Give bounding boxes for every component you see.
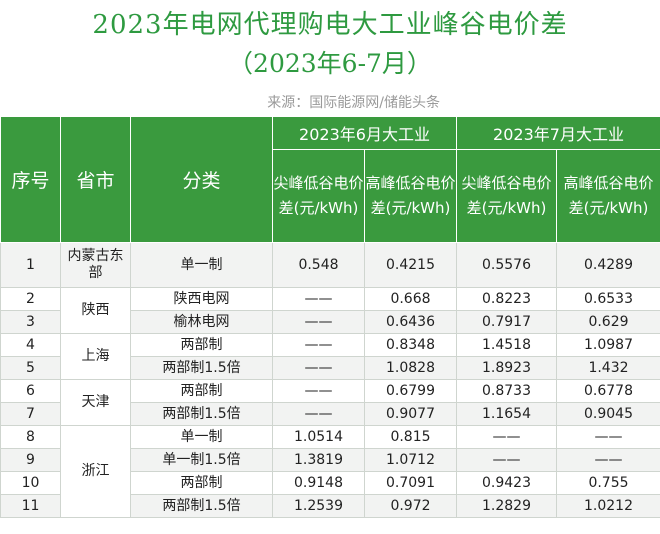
table-row: 8 浙江 单一制 1.0514 0.815 —— —— — [0, 425, 660, 518]
page-title: 2023年电网代理购电大工业峰谷电价差 — [92, 10, 568, 40]
cell-category: 两部制1.5倍 — [130, 356, 273, 380]
cell-jul-high: 0.4289 — [556, 242, 660, 288]
cell-jun-peak: —— — [272, 287, 365, 311]
cell-jul-high: 0.755 — [556, 471, 660, 495]
header-july-high-valley: 高峰低谷电价差(元/kWh) — [556, 149, 660, 243]
cell-jul-peak: 0.5576 — [456, 242, 557, 288]
header-june-peak-valley: 尖峰低谷电价差(元/kWh) — [272, 149, 365, 243]
cell-seq: 8 — [0, 425, 61, 449]
cell-province: 天津 — [60, 379, 131, 426]
table-row: 10 两部制 0.9148 0.7091 0.9423 0.755 — [0, 471, 660, 495]
cell-seq: 9 — [0, 448, 61, 472]
cell-seq: 5 — [0, 356, 61, 380]
table-row: 6 天津 两部制 —— 0.6799 0.8733 0.6778 — [0, 379, 660, 426]
cell-jun-peak: —— — [272, 310, 365, 334]
cell-jul-peak: 0.7917 — [456, 310, 557, 334]
header-seq: 序号 — [0, 116, 61, 243]
cell-category: 单一制 — [130, 242, 273, 288]
cell-jun-high: 0.4215 — [364, 242, 457, 288]
cell-jul-peak: 0.8733 — [456, 379, 557, 403]
cell-jul-high: —— — [556, 425, 660, 449]
cell-jun-high: 0.9077 — [364, 402, 457, 426]
cell-jul-high: 0.9045 — [556, 402, 660, 426]
cell-category: 榆林电网 — [130, 310, 273, 334]
header-category: 分类 — [130, 116, 273, 243]
cell-province: 上海 — [60, 333, 131, 380]
cell-jun-peak: —— — [272, 402, 365, 426]
source-note: 来源：国际能源网/储能头条 — [267, 95, 440, 111]
cell-jul-high: 1.0987 — [556, 333, 660, 357]
cell-seq: 1 — [0, 242, 61, 288]
cell-jul-peak: 1.1654 — [456, 402, 557, 426]
page-subtitle: （2023年6-7月） — [228, 49, 432, 78]
cell-category: 陕西电网 — [130, 287, 273, 311]
cell-jun-high: 0.972 — [364, 494, 457, 518]
cell-category: 两部制 — [130, 333, 273, 357]
cell-jun-high: 0.815 — [364, 425, 457, 449]
cell-jul-high: 1.432 — [556, 356, 660, 380]
cell-seq: 3 — [0, 310, 61, 334]
table-row: 1 内蒙古东部 单一制 0.548 0.4215 0.5576 0.4289 — [0, 242, 660, 288]
table-row: 9 单一制1.5倍 1.3819 1.0712 —— —— — [0, 448, 660, 472]
cell-jun-peak: 0.548 — [272, 242, 365, 288]
cell-jun-high: 1.0828 — [364, 356, 457, 380]
cell-seq: 7 — [0, 402, 61, 426]
cell-category: 两部制 — [130, 471, 273, 495]
cell-jun-peak: 1.0514 — [272, 425, 365, 449]
cell-jul-high: 0.629 — [556, 310, 660, 334]
cell-jun-peak: 1.3819 — [272, 448, 365, 472]
cell-jul-peak: 1.2829 — [456, 494, 557, 518]
price-diff-table: 序号 省市 分类 2023年6月大工业 2023年7月大工业 尖峰低谷电价差(元… — [0, 116, 660, 518]
cell-category: 两部制 — [130, 379, 273, 403]
cell-seq: 10 — [0, 471, 61, 495]
cell-province: 浙江 — [60, 425, 131, 518]
cell-category: 两部制1.5倍 — [130, 494, 273, 518]
cell-jun-high: 1.0712 — [364, 448, 457, 472]
cell-province: 陕西 — [60, 287, 131, 334]
table-row: 2 陕西 陕西电网 —— 0.668 0.8223 0.6533 — [0, 287, 660, 334]
table-row: 7 两部制1.5倍 —— 0.9077 1.1654 0.9045 — [0, 402, 660, 426]
cell-jun-peak: 0.9148 — [272, 471, 365, 495]
table-row: 4 上海 两部制 —— 0.8348 1.4518 1.0987 — [0, 333, 660, 380]
cell-province: 内蒙古东部 — [60, 242, 131, 288]
cell-seq: 2 — [0, 287, 61, 311]
cell-category: 两部制1.5倍 — [130, 402, 273, 426]
header-province: 省市 — [60, 116, 131, 243]
cell-jun-peak: 1.2539 — [272, 494, 365, 518]
table-row: 5 两部制1.5倍 —— 1.0828 1.8923 1.432 — [0, 356, 660, 380]
header-june: 2023年6月大工业 — [272, 116, 457, 150]
cell-jun-high: 0.6799 — [364, 379, 457, 403]
cell-jul-high: 1.0212 — [556, 494, 660, 518]
table-row: 3 榆林电网 —— 0.6436 0.7917 0.629 — [0, 310, 660, 334]
cell-jun-high: 0.668 — [364, 287, 457, 311]
cell-jun-peak: —— — [272, 356, 365, 380]
cell-jun-high: 0.6436 — [364, 310, 457, 334]
header-july: 2023年7月大工业 — [456, 116, 660, 150]
cell-jul-peak: —— — [456, 448, 557, 472]
cell-seq: 4 — [0, 333, 61, 357]
cell-jun-high: 0.8348 — [364, 333, 457, 357]
cell-jul-high: —— — [556, 448, 660, 472]
cell-category: 单一制1.5倍 — [130, 448, 273, 472]
header-june-high-valley: 高峰低谷电价差(元/kWh) — [364, 149, 457, 243]
table-row: 11 两部制1.5倍 1.2539 0.972 1.2829 1.0212 — [0, 494, 660, 518]
cell-jul-peak: 1.8923 — [456, 356, 557, 380]
cell-category: 单一制 — [130, 425, 273, 449]
cell-seq: 6 — [0, 379, 61, 403]
cell-jul-high: 0.6778 — [556, 379, 660, 403]
header-july-peak-valley: 尖峰低谷电价差(元/kWh) — [456, 149, 557, 243]
cell-seq: 11 — [0, 494, 61, 518]
cell-jun-high: 0.7091 — [364, 471, 457, 495]
cell-jun-peak: —— — [272, 379, 365, 403]
cell-jul-peak: 1.4518 — [456, 333, 557, 357]
cell-jul-high: 0.6533 — [556, 287, 660, 311]
cell-jun-peak: —— — [272, 333, 365, 357]
cell-jul-peak: —— — [456, 425, 557, 449]
cell-jul-peak: 0.8223 — [456, 287, 557, 311]
cell-jul-peak: 0.9423 — [456, 471, 557, 495]
